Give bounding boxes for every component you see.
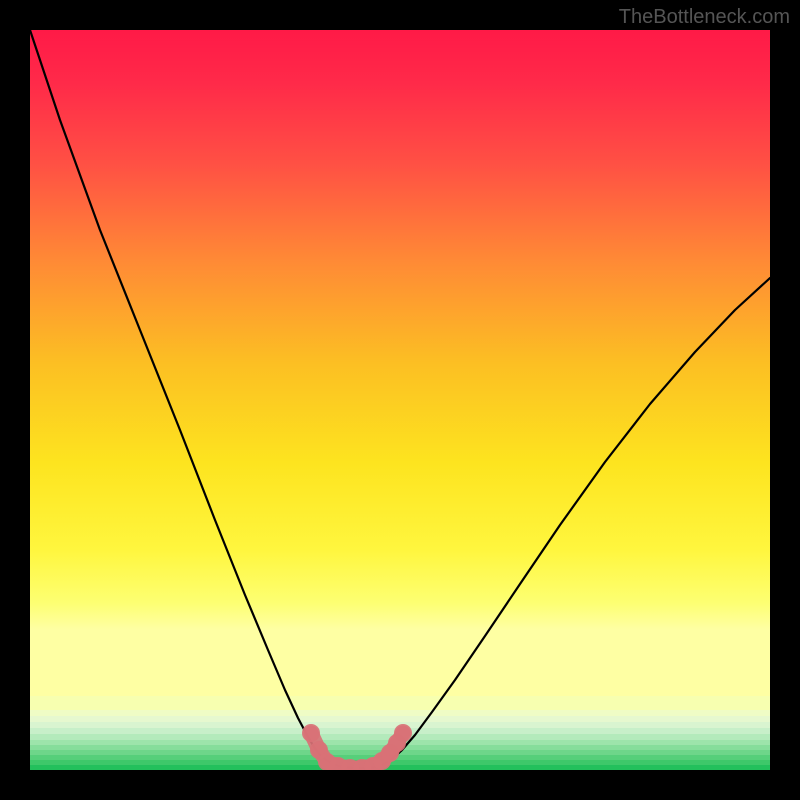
plot-background-stripe	[30, 755, 770, 760]
plot-background-stripe	[30, 716, 770, 722]
plot-background-gradient	[30, 30, 770, 696]
plot-background-stripe	[30, 710, 770, 716]
chart-stage: { "canvas": { "width": 800, "height": 80…	[0, 0, 800, 800]
plot-background-stripe	[30, 696, 770, 710]
curve-highlight-dot	[302, 724, 320, 742]
plot-background-stripe	[30, 760, 770, 765]
curve-highlight-dot	[394, 724, 412, 742]
chart-svg	[0, 0, 800, 800]
plot-background-stripe	[30, 765, 770, 770]
watermark-text: TheBottleneck.com	[619, 6, 790, 29]
